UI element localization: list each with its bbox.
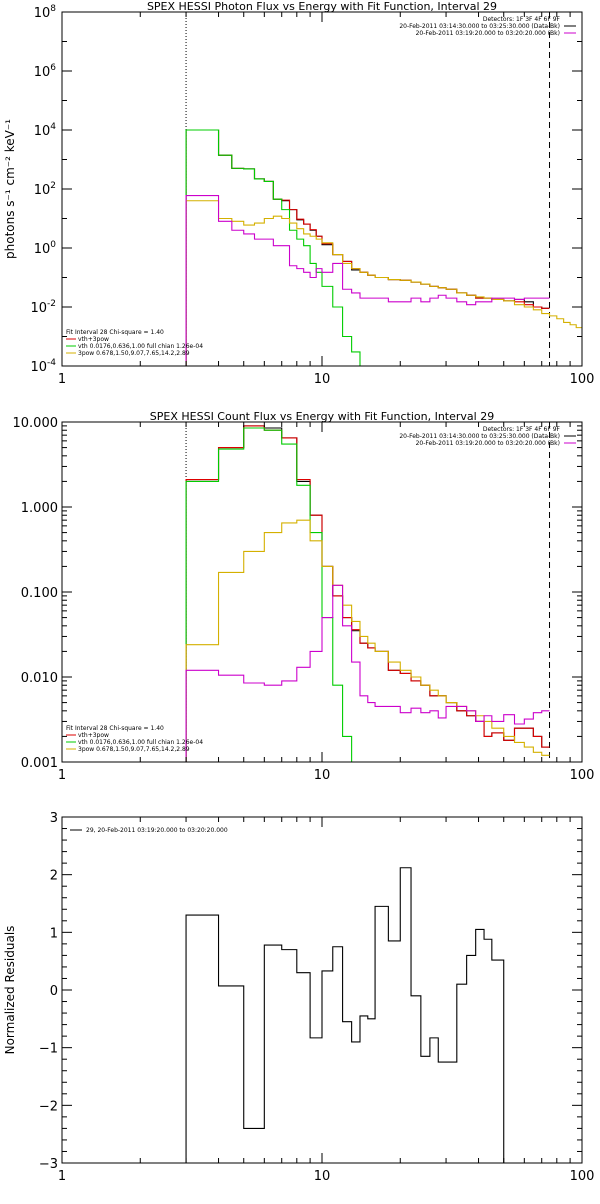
header-line: 20-Feb-2011 03:19:20.000 to 03:20:20.000…: [416, 440, 560, 447]
header-line: 20-Feb-2011 03:14:30.000 to 03:25:30.000…: [399, 23, 560, 30]
header-line: 20-Feb-2011 03:14:30.000 to 03:25:30.000…: [399, 433, 560, 440]
series-line-0: [185, 129, 550, 366]
y-tick-base: 10: [34, 65, 51, 80]
x-tick-label: 10: [314, 372, 331, 387]
y-tick-exponent: -4: [47, 358, 56, 368]
y-tick-exponent: 8: [50, 4, 56, 14]
series-group: [185, 129, 582, 366]
y-tick-label: 1: [50, 926, 58, 941]
legend-label: vth+3pow: [78, 732, 109, 739]
series-line-0: [185, 867, 505, 1163]
y-tick-label: 2: [50, 869, 58, 884]
series-line-3: [185, 519, 550, 762]
y-tick-label: 0: [50, 984, 58, 999]
y-tick-label: 108: [34, 4, 57, 21]
y-tick-label: 0.001: [21, 756, 58, 771]
series-group: [185, 425, 550, 762]
y-tick-base: 10: [34, 6, 51, 21]
header-line: Detectors: 1F 3F 4F 6F 9F: [483, 16, 561, 23]
series-line-4: [185, 194, 550, 366]
x-tick-label: 100: [570, 768, 595, 783]
y-tick-label: 1.000: [21, 501, 58, 516]
y-tick-base: 10: [30, 360, 47, 375]
series-group: [185, 867, 505, 1163]
y-tick-label: 100: [34, 240, 57, 257]
y-axis-label: Normalized Residuals: [3, 926, 17, 1055]
y-tick-exponent: 2: [50, 181, 56, 191]
series-line-1: [185, 425, 550, 762]
legend-label: vth 0.0176,0.636,1.00 full chian 1.26e-0…: [78, 739, 203, 746]
chart-title: SPEX HESSI Photon Flux vs Energy with Fi…: [147, 0, 497, 13]
legend-label: Fit Interval 28 Chi-square = 1.40: [66, 329, 164, 336]
y-tick-exponent: 0: [50, 240, 56, 250]
y-tick-label: −3: [39, 1157, 58, 1172]
x-tick-label: 100: [570, 1169, 595, 1184]
y-tick-label: 106: [34, 63, 57, 80]
series-line-4: [185, 584, 550, 762]
y-tick-label: 10.000: [13, 416, 59, 431]
y-tick-base: 10: [34, 124, 51, 139]
legend-label: vth+3pow: [78, 336, 109, 343]
y-tick-label: 104: [34, 122, 57, 139]
x-tick-label: 10: [314, 768, 331, 783]
photon-flux-chart: SPEX HESSI Photon Flux vs Energy with Fi…: [3, 0, 595, 387]
y-tick-exponent: -2: [47, 299, 56, 309]
legend-label: 3pow 0.678,1.50,9.07,7.65,14.2,2.89: [78, 350, 190, 357]
count-flux-chart: SPEX HESSI Count Flux vs Energy with Fit…: [13, 410, 595, 783]
x-tick-label: 10: [314, 1169, 331, 1184]
header-line: Detectors: 1F 3F 4F 6F 9F: [483, 426, 561, 433]
y-tick-label: −1: [39, 1042, 58, 1057]
legend: 29, 20-Feb-2011 03:19:20.000 to 03:20:20…: [70, 827, 228, 834]
series-line-0: [185, 425, 550, 762]
y-tick-label: −2: [39, 1099, 58, 1114]
x-tick-label: 1: [58, 768, 66, 783]
series-line-1: [185, 129, 550, 366]
y-tick-label: 0.010: [21, 671, 58, 686]
y-tick-base: 10: [34, 242, 51, 257]
y-tick-label: 10-2: [30, 299, 56, 316]
series-line-2: [185, 427, 353, 762]
legend-label: Fit Interval 28 Chi-square = 1.40: [66, 725, 164, 732]
legend: Fit Interval 28 Chi-square = 1.40vth+3po…: [66, 329, 203, 357]
legend-label: 3pow 0.678,1.50,9.07,7.65,14.2,2.89: [78, 746, 190, 753]
y-tick-label: 102: [34, 181, 56, 198]
y-tick-base: 10: [30, 301, 47, 316]
legend: Fit Interval 28 Chi-square = 1.40vth+3po…: [66, 725, 203, 753]
series-line-3: [185, 200, 582, 366]
x-axis: 1 10 100: [58, 817, 595, 1184]
y-tick-base: 10: [34, 183, 51, 198]
y-tick-exponent: 6: [50, 63, 56, 73]
chart-title: SPEX HESSI Count Flux vs Energy with Fit…: [150, 410, 494, 423]
y-tick-exponent: 4: [50, 122, 56, 132]
legend-label: 29, 20-Feb-2011 03:19:20.000 to 03:20:20…: [86, 827, 228, 834]
plot-frame: [61, 11, 583, 367]
x-tick-label: 1: [58, 372, 66, 387]
y-axis: 0.001 0.010 0.100 1.000 10.000: [13, 416, 582, 771]
residuals-chart: Normalized Residuals 1 10 100 −3 −2 −1 0 1 2 3 29, …: [3, 811, 594, 1184]
series-line-2: [185, 129, 361, 366]
header-line: 20-Feb-2011 03:19:20.000 to 03:20:20.000…: [416, 30, 560, 37]
y-axis: −3 −2 −1 0 1 2 3: [39, 811, 582, 1172]
x-tick-label: 1: [58, 1169, 66, 1184]
y-tick-label: 3: [50, 811, 58, 826]
y-tick-label: 0.100: [21, 586, 58, 601]
y-tick-label: 10-4: [30, 358, 56, 375]
y-axis-label: photons s⁻¹ cm⁻² keV⁻¹: [3, 119, 17, 259]
legend-label: vth 0.0176,0.636,1.00 full chian 1.26e-0…: [78, 343, 203, 350]
x-axis: 1 10 100: [58, 12, 595, 387]
x-tick-label: 100: [570, 372, 595, 387]
